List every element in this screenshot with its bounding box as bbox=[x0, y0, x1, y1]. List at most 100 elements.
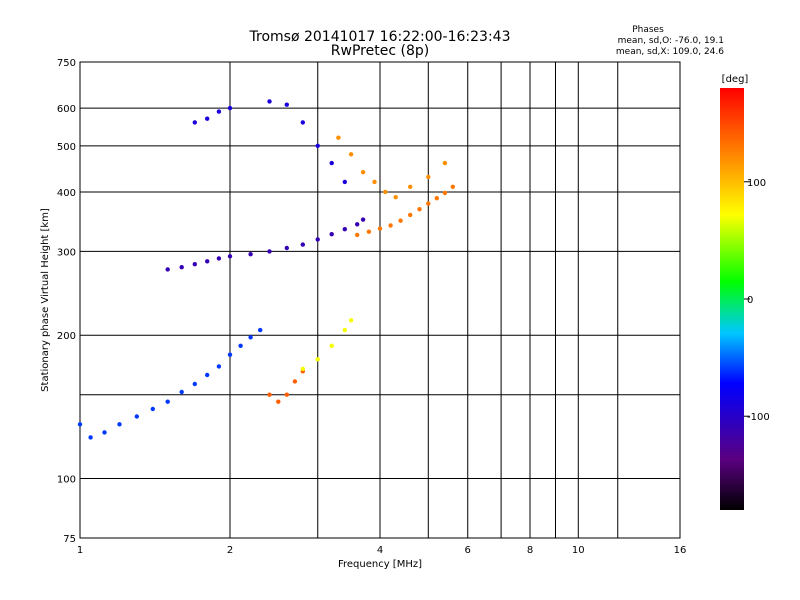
trace-point bbox=[372, 179, 377, 185]
header: Tromsø 20141017 16:22:00-16:23:43 RwPret… bbox=[249, 29, 511, 59]
trace-point bbox=[417, 207, 422, 212]
trace-point bbox=[329, 232, 334, 237]
x-tick-label: 16 bbox=[674, 545, 687, 556]
trace-point bbox=[342, 179, 347, 185]
trace-point bbox=[450, 184, 455, 189]
y-tick-labels: 75 100 200 300 400 500 600 750 bbox=[57, 58, 76, 545]
trace-point bbox=[336, 135, 341, 140]
grid bbox=[80, 62, 680, 538]
trace-point bbox=[300, 120, 305, 125]
colorbar-ticks: 100 0 -100 bbox=[744, 178, 770, 423]
trace-point bbox=[284, 392, 289, 397]
trace-point bbox=[248, 252, 253, 257]
x-axis-label: Frequency [MHz] bbox=[338, 559, 422, 570]
trace-point bbox=[342, 327, 347, 333]
trace-point bbox=[355, 222, 360, 227]
trace-point bbox=[315, 357, 320, 362]
trace-point bbox=[434, 196, 439, 201]
data-points bbox=[77, 99, 455, 440]
trace-point bbox=[216, 109, 222, 114]
trace-point bbox=[102, 430, 107, 435]
trace-point bbox=[216, 256, 222, 261]
x-tick-label: 1 bbox=[77, 545, 83, 556]
trace-point bbox=[77, 422, 83, 427]
trace-point bbox=[227, 254, 233, 259]
trace-point bbox=[366, 229, 372, 234]
trace-point bbox=[205, 116, 210, 121]
colorbar-label: [deg] bbox=[722, 74, 749, 85]
trace-point bbox=[150, 406, 155, 412]
colorbar-tick-label: -100 bbox=[747, 412, 770, 423]
legend: Phases mean, sd,O: -76.0, 19.1 mean, sd,… bbox=[616, 25, 724, 57]
trace-point bbox=[227, 352, 233, 357]
x-tick-label: 2 bbox=[227, 545, 233, 556]
trace-point bbox=[165, 399, 170, 404]
trace-point bbox=[165, 267, 170, 272]
chart-subtitle: RwPretec (8p) bbox=[331, 43, 429, 59]
trace-point bbox=[408, 212, 413, 218]
trace-point bbox=[192, 262, 197, 267]
trace-point bbox=[284, 102, 289, 107]
trace-point bbox=[292, 379, 298, 384]
trace-point bbox=[348, 152, 354, 157]
trace-point bbox=[238, 343, 243, 348]
trace-point bbox=[216, 364, 222, 369]
x-tick-label: 6 bbox=[465, 545, 471, 556]
chart-title: Tromsø 20141017 16:22:00-16:23:43 bbox=[249, 29, 511, 45]
trace-point bbox=[227, 105, 233, 111]
y-tick-label: 300 bbox=[57, 247, 76, 258]
y-tick-label: 75 bbox=[63, 534, 76, 545]
trace-point bbox=[355, 232, 360, 238]
colorbar-tick-label: 100 bbox=[747, 178, 766, 189]
trace-point bbox=[248, 335, 253, 340]
trace-point bbox=[88, 435, 93, 440]
y-tick-label: 750 bbox=[57, 58, 76, 69]
trace-point bbox=[315, 237, 320, 242]
x-tick-label: 4 bbox=[377, 545, 383, 556]
trace-point bbox=[205, 372, 210, 378]
x-tick-label: 10 bbox=[572, 545, 585, 556]
x-tick-label: 8 bbox=[527, 545, 533, 556]
trace-point bbox=[192, 120, 197, 125]
y-axis-label: Stationary phase Virtual Height [km] bbox=[40, 208, 51, 392]
trace-point bbox=[360, 170, 366, 175]
trace-point bbox=[377, 226, 383, 231]
y-tick-label: 600 bbox=[57, 104, 76, 115]
trace-point bbox=[267, 249, 272, 254]
legend-title: Phases bbox=[632, 25, 664, 35]
trace-point bbox=[408, 184, 413, 189]
y-tick-label: 500 bbox=[57, 142, 76, 153]
colorbar: [deg] 100 0 -100 bbox=[720, 74, 770, 510]
trace-point bbox=[258, 327, 263, 333]
trace-point bbox=[342, 227, 347, 232]
trace-point bbox=[348, 318, 354, 323]
trace-point bbox=[315, 143, 320, 148]
trace-point bbox=[426, 201, 431, 206]
trace-point bbox=[192, 381, 197, 387]
trace-point bbox=[393, 195, 398, 200]
trace-point bbox=[442, 190, 448, 196]
trace-point bbox=[442, 160, 448, 166]
y-tick-label: 200 bbox=[57, 331, 76, 342]
colorbar-tick-label: 0 bbox=[747, 295, 753, 306]
trace-point bbox=[398, 218, 403, 223]
colorbar-scale bbox=[720, 88, 744, 510]
trace-point bbox=[205, 259, 210, 264]
trace-point bbox=[329, 160, 334, 166]
trace-point bbox=[329, 343, 334, 348]
legend-line-o: mean, sd,O: -76.0, 19.1 bbox=[618, 36, 724, 46]
trace-point bbox=[426, 174, 431, 180]
trace-point bbox=[134, 414, 139, 419]
trace-point bbox=[383, 189, 388, 195]
trace-point bbox=[179, 265, 184, 270]
trace-point bbox=[267, 99, 272, 104]
plot-area: 1 2 4 6 8 10 16 75 100 200 300 400 500 600 750 bbox=[57, 58, 686, 556]
trace-point bbox=[276, 399, 281, 404]
trace-point bbox=[360, 217, 366, 222]
x-tick-labels: 1 2 4 6 8 10 16 bbox=[77, 545, 687, 556]
legend-line-x: mean, sd,X: 109.0, 24.6 bbox=[616, 47, 724, 57]
y-tick-label: 100 bbox=[57, 475, 76, 486]
trace-point bbox=[300, 366, 305, 371]
trace-point bbox=[267, 392, 272, 397]
